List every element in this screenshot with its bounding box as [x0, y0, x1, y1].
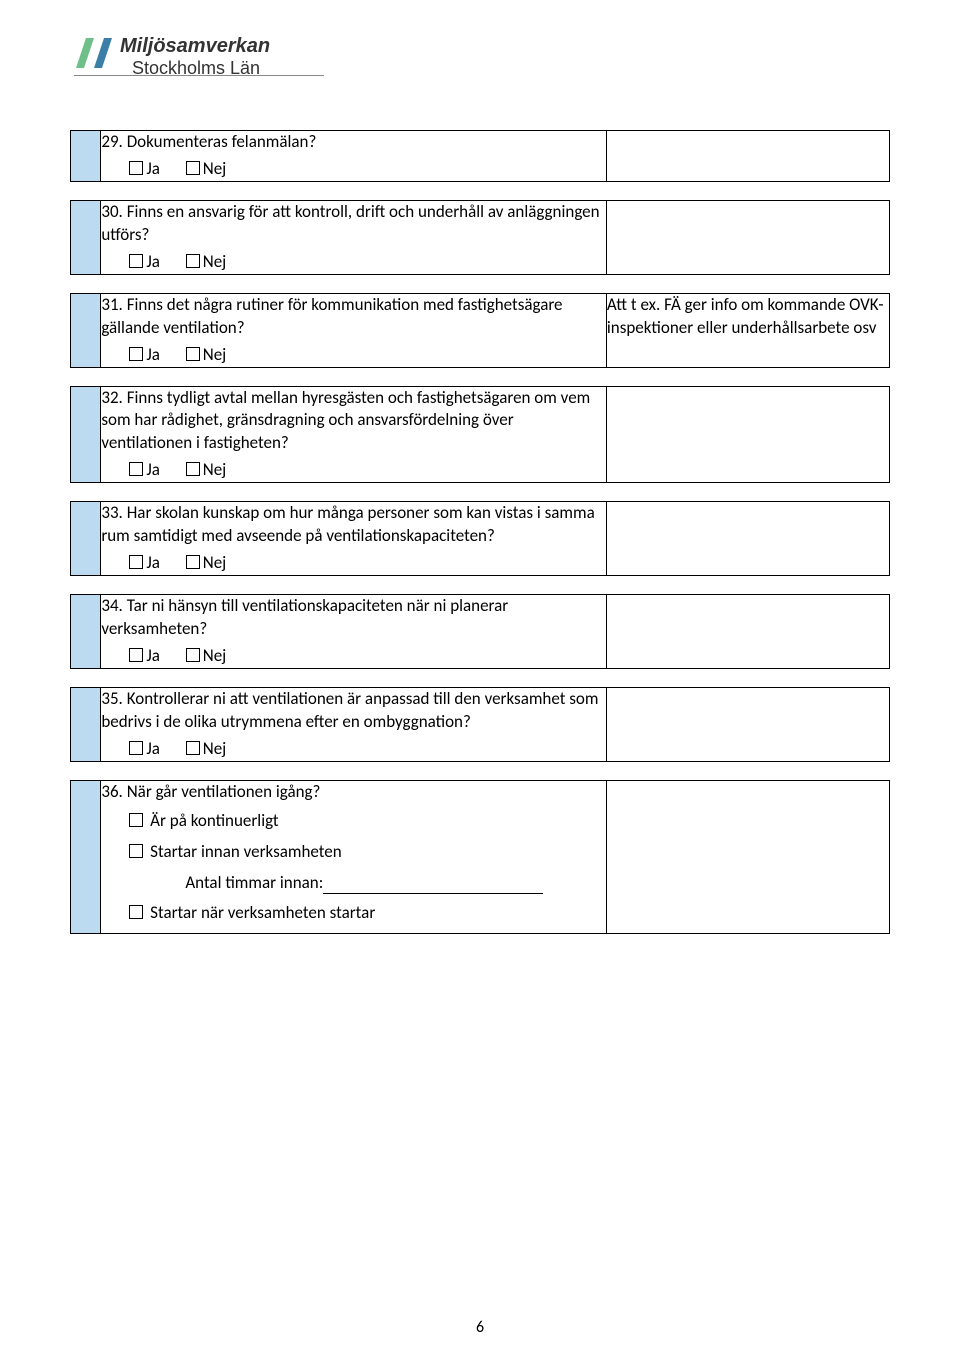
checkbox-ja[interactable] — [129, 462, 143, 476]
ja-nej-options: Ja Nej — [101, 738, 606, 761]
ja-nej-options: Ja Nej — [101, 344, 606, 367]
question-text: Tar ni hänsyn till ventilationskapacitet… — [101, 595, 508, 639]
question-row: 32. Finns tydligt avtal mellan hyresgäst… — [70, 386, 890, 484]
answer-cell[interactable] — [606, 687, 889, 761]
question-text: Finns tydligt avtal mellan hyresgästen o… — [101, 387, 590, 454]
question-text: Dokumenteras felanmälan? — [127, 131, 317, 152]
question-text: Har skolan kunskap om hur många personer… — [101, 502, 594, 546]
question-text: Finns en ansvarig för att kontroll, drif… — [101, 201, 599, 245]
sub-options: Är på kontinuerligt Startar innan verksa… — [101, 810, 606, 926]
answer-cell[interactable]: Att t ex. FÄ ger info om kommande OVK-in… — [606, 293, 889, 367]
answer-cell[interactable] — [606, 200, 889, 274]
question-row: 29. Dokumenteras felanmälan? Ja Nej — [70, 130, 890, 182]
logo: Miljösamverkan Stockholms Län — [70, 30, 890, 90]
logo-line1: Miljösamverkan — [120, 35, 270, 57]
option-label: Är på kontinuerligt — [150, 810, 278, 831]
question-text: Finns det några rutiner för kommunikatio… — [101, 294, 562, 338]
checkbox-nej[interactable] — [186, 462, 200, 476]
question-cell: 34. Tar ni hänsyn till ventilationskapac… — [101, 595, 607, 669]
answer-cell[interactable] — [606, 386, 889, 483]
checkbox-starts-before[interactable] — [129, 844, 143, 858]
ja-nej-options: Ja Nej — [101, 552, 606, 575]
ja-nej-options: Ja Nej — [101, 158, 606, 181]
miljosamverkan-logo: Miljösamverkan Stockholms Län — [70, 30, 330, 90]
checkbox-nej[interactable] — [186, 555, 200, 569]
question-text: När går ventilationen igång? — [127, 781, 321, 802]
row-marker — [71, 131, 101, 182]
question-number: 36. — [101, 781, 123, 802]
checkbox-nej[interactable] — [186, 347, 200, 361]
row-marker — [71, 595, 101, 669]
page-number: 6 — [0, 1318, 960, 1337]
row-marker — [71, 200, 101, 274]
hours-before-input[interactable] — [323, 880, 543, 894]
question-row: 36. När går ventilationen igång? Är på k… — [70, 780, 890, 935]
answer-cell[interactable] — [606, 595, 889, 669]
checkbox-ja[interactable] — [129, 161, 143, 175]
row-marker — [71, 386, 101, 483]
checkbox-starts-with[interactable] — [129, 905, 143, 919]
question-row: 31. Finns det några rutiner för kommunik… — [70, 293, 890, 368]
checkbox-nej[interactable] — [186, 741, 200, 755]
answer-cell[interactable] — [606, 780, 889, 934]
question-number: 34. — [101, 595, 123, 616]
question-number: 35. — [101, 688, 123, 709]
question-cell: 36. När går ventilationen igång? Är på k… — [101, 780, 607, 934]
checkbox-continuous[interactable] — [129, 813, 143, 827]
question-number: 31. — [101, 294, 123, 315]
question-number: 29. — [101, 131, 123, 152]
checkbox-ja[interactable] — [129, 741, 143, 755]
answer-cell[interactable] — [606, 131, 889, 182]
option-label: Startar när verksamheten startar — [150, 902, 375, 923]
row-marker — [71, 502, 101, 576]
option-label: Startar innan verksamheten — [150, 841, 342, 862]
checkbox-ja[interactable] — [129, 347, 143, 361]
row-marker — [71, 687, 101, 761]
question-number: 33. — [101, 502, 123, 523]
ja-nej-options: Ja Nej — [101, 459, 606, 482]
row-marker — [71, 293, 101, 367]
question-row: 34. Tar ni hänsyn till ventilationskapac… — [70, 594, 890, 669]
question-row: 35. Kontrollerar ni att ventilationen är… — [70, 687, 890, 762]
ja-nej-options: Ja Nej — [101, 251, 606, 274]
checkbox-ja[interactable] — [129, 648, 143, 662]
checkbox-ja[interactable] — [129, 555, 143, 569]
question-number: 32. — [101, 387, 123, 408]
checkbox-nej[interactable] — [186, 161, 200, 175]
question-cell: 30. Finns en ansvarig för att kontroll, … — [101, 200, 607, 274]
hours-before-label: Antal timmar innan: — [185, 872, 323, 893]
question-cell: 32. Finns tydligt avtal mellan hyresgäst… — [101, 386, 607, 483]
checkbox-ja[interactable] — [129, 254, 143, 268]
ja-nej-options: Ja Nej — [101, 645, 606, 668]
question-row: 33. Har skolan kunskap om hur många pers… — [70, 501, 890, 576]
question-cell: 35. Kontrollerar ni att ventilationen är… — [101, 687, 607, 761]
question-cell: 31. Finns det några rutiner för kommunik… — [101, 293, 607, 367]
question-row: 30. Finns en ansvarig för att kontroll, … — [70, 200, 890, 275]
checkbox-nej[interactable] — [186, 254, 200, 268]
document-page: Miljösamverkan Stockholms Län 29. Dokume… — [0, 0, 960, 1367]
checkbox-nej[interactable] — [186, 648, 200, 662]
question-cell: 29. Dokumenteras felanmälan? Ja Nej — [101, 131, 607, 182]
question-text: Kontrollerar ni att ventilationen är anp… — [101, 688, 598, 732]
question-number: 30. — [101, 201, 123, 222]
answer-cell[interactable] — [606, 502, 889, 576]
question-cell: 33. Har skolan kunskap om hur många pers… — [101, 502, 607, 576]
row-marker — [71, 780, 101, 934]
